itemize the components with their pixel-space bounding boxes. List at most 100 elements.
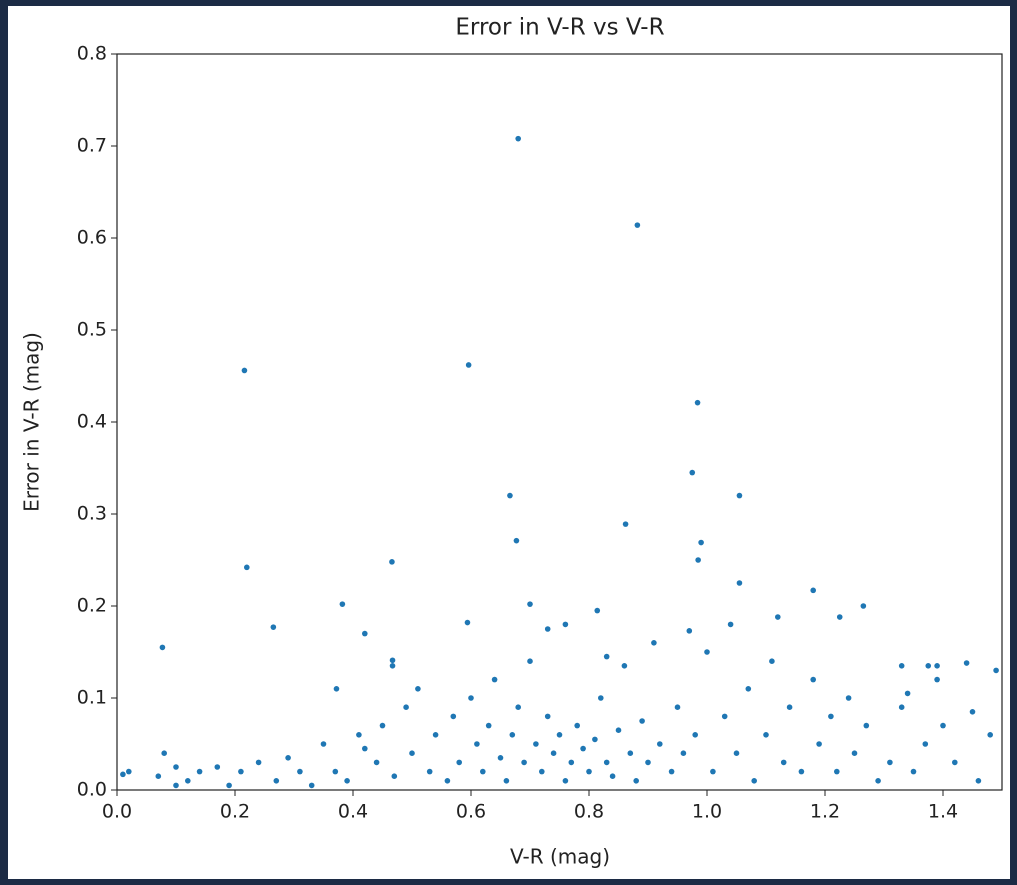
point bbox=[521, 759, 527, 766]
point bbox=[692, 732, 698, 738]
point bbox=[533, 741, 539, 747]
point bbox=[598, 695, 604, 701]
point bbox=[657, 741, 663, 747]
point bbox=[362, 745, 368, 752]
point bbox=[860, 603, 867, 609]
point bbox=[507, 492, 513, 499]
point bbox=[651, 640, 657, 646]
y-tick-label: 0.0 bbox=[77, 779, 107, 801]
point bbox=[389, 559, 395, 565]
point bbox=[851, 750, 858, 756]
point bbox=[769, 658, 775, 664]
point bbox=[373, 759, 380, 766]
point bbox=[689, 469, 696, 476]
point bbox=[474, 741, 480, 747]
point bbox=[465, 362, 472, 368]
x-tick-label: 0.4 bbox=[338, 801, 368, 823]
point bbox=[763, 732, 769, 738]
point bbox=[686, 628, 693, 634]
y-tick-label: 0.2 bbox=[77, 595, 107, 617]
point bbox=[710, 768, 716, 775]
point bbox=[562, 621, 569, 628]
point bbox=[910, 768, 917, 775]
point bbox=[845, 695, 852, 701]
point bbox=[603, 653, 610, 660]
point bbox=[159, 644, 166, 651]
point bbox=[574, 722, 580, 729]
point bbox=[120, 771, 126, 778]
point bbox=[745, 686, 752, 692]
point bbox=[379, 722, 386, 729]
point bbox=[634, 222, 641, 228]
point bbox=[594, 607, 601, 614]
point bbox=[527, 658, 533, 664]
point bbox=[603, 759, 610, 766]
point bbox=[155, 773, 162, 779]
point bbox=[627, 750, 634, 756]
point bbox=[270, 624, 277, 630]
point bbox=[527, 601, 533, 607]
point bbox=[694, 399, 701, 406]
point bbox=[786, 704, 793, 710]
point bbox=[409, 750, 415, 756]
point bbox=[834, 768, 840, 775]
y-tick-label: 0.4 bbox=[77, 411, 107, 433]
point bbox=[680, 750, 687, 756]
point bbox=[320, 741, 327, 747]
point bbox=[556, 732, 563, 738]
point bbox=[733, 750, 740, 756]
point bbox=[810, 676, 816, 683]
point bbox=[736, 580, 743, 586]
x-tick-label: 0.0 bbox=[102, 801, 132, 823]
point bbox=[238, 768, 244, 775]
point bbox=[580, 745, 586, 752]
x-axis-label: V-R (mag) bbox=[510, 845, 610, 869]
x-tick-label: 0.2 bbox=[220, 801, 250, 823]
point bbox=[173, 764, 179, 770]
point bbox=[339, 601, 346, 607]
point bbox=[344, 778, 350, 784]
y-tick-label: 0.1 bbox=[77, 687, 107, 709]
point bbox=[497, 755, 504, 761]
point bbox=[173, 782, 179, 789]
point bbox=[356, 732, 362, 738]
chart-title: Error in V-R vs V-R bbox=[455, 15, 664, 41]
point bbox=[126, 768, 132, 775]
point bbox=[780, 759, 787, 766]
y-tick-label: 0.3 bbox=[77, 503, 107, 525]
point bbox=[668, 768, 675, 775]
point bbox=[863, 722, 870, 729]
point bbox=[503, 778, 510, 784]
point bbox=[389, 657, 396, 664]
point bbox=[736, 492, 743, 499]
point bbox=[444, 778, 451, 784]
axes-frame bbox=[116, 53, 1003, 791]
point bbox=[639, 718, 645, 724]
point bbox=[297, 768, 303, 775]
point bbox=[645, 759, 651, 766]
point bbox=[751, 778, 757, 784]
point bbox=[214, 764, 221, 770]
point bbox=[539, 768, 545, 775]
point bbox=[969, 709, 976, 715]
point bbox=[721, 713, 728, 720]
point bbox=[273, 778, 280, 784]
point bbox=[975, 778, 982, 784]
point bbox=[468, 695, 474, 701]
point bbox=[456, 759, 463, 766]
point bbox=[836, 614, 843, 620]
plot-area bbox=[120, 135, 999, 789]
x-tick-label: 0.6 bbox=[456, 801, 486, 823]
y-tick-label: 0.8 bbox=[77, 43, 107, 65]
point bbox=[925, 663, 932, 669]
y-tick-label: 0.6 bbox=[77, 227, 107, 249]
point bbox=[485, 722, 492, 729]
point bbox=[963, 660, 970, 666]
point bbox=[615, 727, 622, 733]
point bbox=[285, 755, 291, 761]
y-tick-label: 0.7 bbox=[77, 135, 107, 157]
point bbox=[255, 759, 262, 766]
point bbox=[993, 667, 999, 674]
point bbox=[875, 778, 881, 784]
